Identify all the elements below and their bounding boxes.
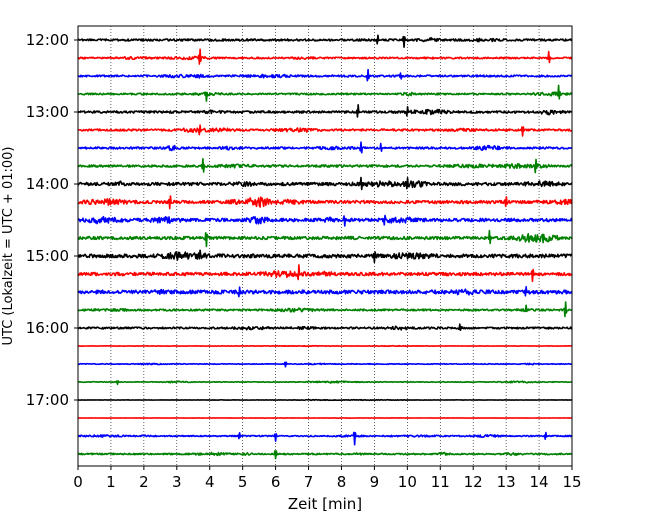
y-tick-label: 14:00 [26,175,69,193]
plot-frame [77,25,573,467]
x-tick-label: 5 [238,473,248,491]
trace-1545 [77,301,573,318]
trace-1645 [77,380,573,386]
trace-1745 [77,450,573,460]
x-tick-label: 2 [139,473,149,491]
trace-1700 [77,398,573,402]
trace-1615 [77,344,573,348]
trace-1730 [77,431,573,446]
x-gridlines [110,26,540,466]
x-tick-label: 0 [73,473,83,491]
x-tick-label: 10 [398,473,417,491]
trace-1430 [77,214,573,227]
x-tick-label: 6 [271,473,281,491]
trace-1245 [77,84,573,102]
trace-1300 [77,104,573,118]
x-tick-label: 7 [304,473,314,491]
y-tick-label: 16:00 [26,319,69,337]
trace-1445 [77,229,573,248]
x-axis-ticks: 0 1 2 3 4 5 6 7 8 9 10 11 12 13 14 15 [73,466,582,491]
trace-1500 [77,249,573,264]
y-tick-label: 15:00 [26,247,69,265]
x-tick-label: 4 [205,473,215,491]
trace-1415 [77,195,573,210]
trace-1600 [77,323,573,332]
trace-1200 [77,34,573,49]
x-tick-label: 3 [172,473,182,491]
trace-1330 [77,141,573,154]
y-tick-label: 12:00 [26,31,69,49]
x-tick-label: 9 [370,473,380,491]
y-tick-label: 17:00 [26,391,69,409]
x-tick-label: 13 [497,473,516,491]
trace-1215 [77,48,573,65]
trace-1515 [77,264,573,283]
x-tick-label: 12 [464,473,483,491]
x-tick-label: 11 [431,473,450,491]
y-tick-label: 13:00 [26,103,69,121]
trace-group [77,34,573,460]
x-tick-label: 8 [337,473,347,491]
trace-1315 [77,124,573,137]
trace-1345 [77,157,573,174]
y-axis-label: UTC (Lokalzeit = UTC + 01:00) [1,147,16,346]
x-tick-label: 1 [106,473,116,491]
x-tick-label: 15 [562,473,581,491]
x-tick-label: 14 [530,473,549,491]
trace-1400 [77,176,573,191]
x-axis-label: Zeit [min] [288,495,362,513]
y-axis-ticks: 12:00 13:00 14:00 15:00 16:00 17:00 [26,31,78,409]
trace-1230 [77,68,573,82]
trace-1630 [77,361,573,368]
trace-1530 [77,286,573,298]
